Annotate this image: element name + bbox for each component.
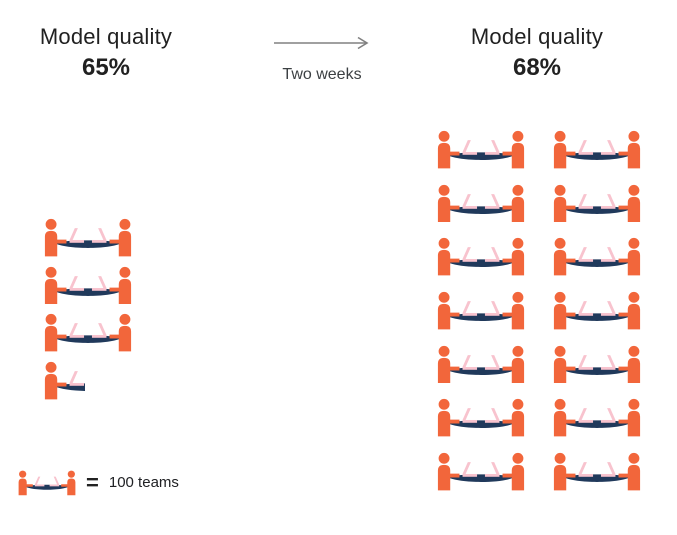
after-icon-column-2: [553, 130, 641, 491]
right-arrow-icon: [274, 36, 369, 50]
legend-icon: [18, 470, 76, 496]
team-icon: [437, 453, 525, 491]
team-icon: [553, 345, 641, 384]
team-icon: [553, 399, 641, 437]
before-icon-column: [44, 218, 132, 400]
before-header: Model quality 65%: [28, 24, 184, 82]
team-icon: [44, 266, 132, 305]
equals-sign: =: [86, 469, 99, 495]
before-quality-value: 65%: [81, 54, 131, 81]
team-icon: [437, 399, 525, 437]
team-icon: [553, 453, 641, 491]
team-icon: [437, 184, 525, 223]
team-icon: [44, 218, 132, 257]
after-quality-value: 68%: [512, 54, 562, 81]
team-icon: [553, 184, 641, 223]
team-icon: [437, 345, 525, 384]
after-title: Model quality: [470, 24, 604, 49]
after-icon-grid: [437, 130, 641, 491]
team-icon: [553, 291, 641, 330]
legend-label: 100 teams: [108, 474, 179, 492]
after-icon-column-1: [437, 130, 525, 491]
team-icon: [437, 291, 525, 330]
transition-label: Two weeks: [282, 66, 362, 83]
before-title: Model quality: [39, 24, 173, 49]
team-icon: [437, 130, 525, 169]
team-icon: [44, 314, 132, 352]
after-header: Model quality 68%: [452, 24, 622, 82]
legend: = 100 teams: [18, 470, 179, 496]
team-icon: [437, 238, 525, 276]
team-icon: [18, 470, 76, 496]
team-icon: [553, 238, 641, 276]
team-icon-half: [44, 361, 85, 400]
team-icon: [553, 130, 641, 169]
transition: Two weeks: [268, 36, 376, 84]
before-full-icons: [44, 218, 132, 352]
